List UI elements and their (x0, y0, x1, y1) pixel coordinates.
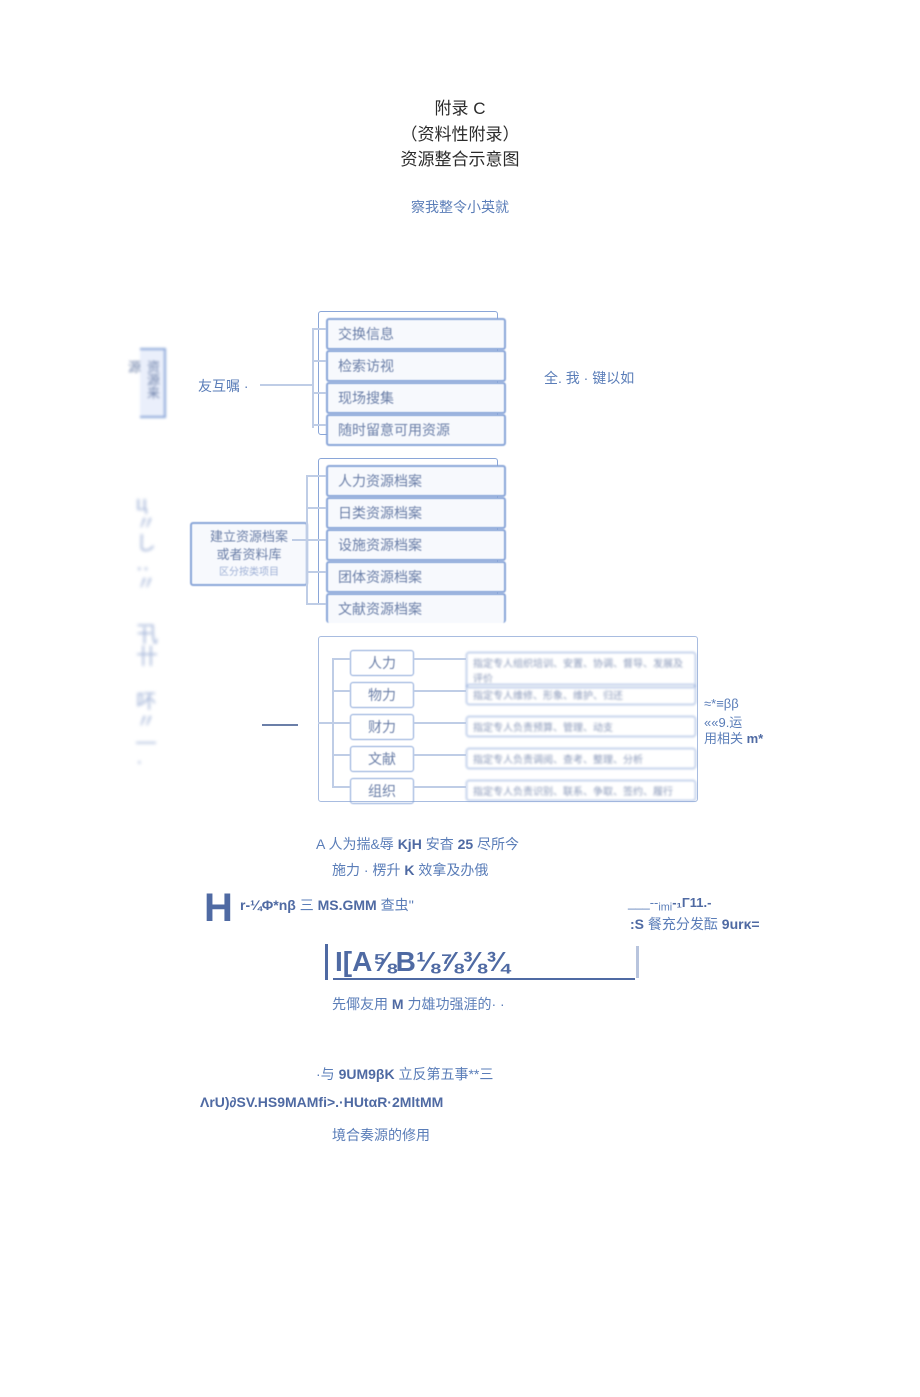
garble-line-7: ·与 9UM9βK 立反第五事**三 (316, 1064, 493, 1084)
sec1-h0 (312, 328, 326, 330)
g5c: 9urκ= (722, 916, 760, 932)
s3hR0 (414, 658, 466, 660)
title-line-1: 附录 C (0, 96, 920, 122)
top-caption: 察我整令小英就 (0, 197, 920, 217)
frac-left-bar (325, 944, 328, 980)
section2-root-label: 建立资源档案或者资料库 (210, 529, 288, 562)
sec3-inner-3: 文献 (350, 746, 414, 772)
sec3-desc-1: 指定专人维修、形象、维护、归还 (466, 684, 696, 705)
deco-2a: ц〃し‥〃 (136, 494, 156, 594)
g7a: ·与 (316, 1066, 339, 1082)
footer-caption: 境合奏源的修用 (332, 1125, 430, 1145)
sec2-h0 (306, 475, 326, 477)
frac-underline (333, 978, 635, 980)
g4a: ___-- (628, 895, 658, 910)
garble-line-5: :S 餐充分发酝 9urκ= (630, 914, 760, 934)
g1a: A 人为揣&辱 (316, 836, 398, 852)
sec1-h3 (312, 424, 326, 426)
g5a: :S (630, 916, 644, 932)
sec3-root-line (262, 724, 298, 726)
garble-line-1: A 人为揣&辱 KjH 安杳 25 尽所今 (316, 834, 519, 854)
s3hL3 (332, 754, 350, 756)
sec3-desc-3: 指定专人负责调阅、查考、整理、分析 (466, 748, 696, 769)
sec3-inner-2: 财力 (350, 714, 414, 740)
g4c: -₁Γ11.- (672, 895, 711, 910)
frac-right-cap (636, 946, 639, 978)
sec3-desc-0: 指定专人组织培训、安置、协调、督导、发展及评价 (466, 652, 696, 688)
garble-line-3: r-¼Φ*nβ 三 MS.GMM 查虫'' (240, 895, 414, 915)
sec3-right-3: 用相关 m* (704, 728, 763, 747)
g1c: 安杳 (422, 836, 458, 852)
sec1-item-0: 交换信息 (326, 318, 506, 350)
sec3-desc-2: 指定专人负责预算、管理、动支 (466, 716, 696, 737)
sec1-item-3: 随时留意可用资源 (326, 414, 506, 446)
sec2-item-4: 文献资源档案 (326, 593, 506, 623)
section1-root-tab: 资源来源 (140, 348, 166, 418)
g2b: K (404, 862, 414, 878)
s3hL4 (332, 786, 350, 788)
s3hR1 (414, 690, 466, 692)
g1d: 25 (458, 836, 474, 852)
garble-line-4: ___--imi-₁Γ11.- (628, 895, 711, 914)
s3hL0 (332, 658, 350, 660)
g6a: 先倻友用 (332, 996, 392, 1012)
sec2-item-1: 日类资源档案 (326, 497, 506, 529)
deco-3b: 吥〃—· (136, 692, 156, 772)
s3hL1 (332, 690, 350, 692)
title-line-3: 资源整合示意图 (0, 147, 920, 173)
section1-right-note: 全. 我 · 键以如 (544, 368, 634, 388)
s3hR2 (414, 722, 466, 724)
sec2-h1 (306, 507, 326, 509)
sec2-h2 (292, 539, 326, 541)
g5b: 餐充分发酝 (644, 916, 722, 932)
garble-line-2: 施力 · 楞升 K 效拿及办俄 (332, 860, 488, 880)
fraction-text: I[A⅝B⅛⅞⅜¾ (335, 946, 509, 978)
sec2-item-2: 设施资源档案 (326, 529, 506, 561)
section1-side-label: 友互嘱 · (198, 376, 249, 396)
appendix-title: 附录 C （资料性附录） 资源整合示意图 (0, 96, 920, 173)
garble-line-6: 先倻友用 M 力雄功强涯的· · (332, 994, 505, 1014)
sec3-inner-4: 组织 (350, 778, 414, 804)
sec1-item-2: 现场搜集 (326, 382, 506, 414)
g4b: imi (658, 902, 672, 914)
title-line-2: （资料性附录） (0, 122, 920, 148)
sec2-item-3: 团体资源档案 (326, 561, 506, 593)
section2-root-sub: 区分按类项目 (202, 566, 296, 580)
sec2-h4 (306, 603, 326, 605)
sec3-inner-1: 物力 (350, 682, 414, 708)
sec1-connector-v (312, 328, 314, 428)
s3hR4 (414, 786, 466, 788)
sec2-h3 (306, 571, 326, 573)
sec3-desc-4: 指定专人负责识别、联系、争取、签约、履行 (466, 780, 696, 801)
g1b: KjH (398, 836, 422, 852)
sec1-h1 (312, 360, 326, 362)
g2c: 效拿及办俄 (414, 862, 488, 878)
sec1-h2 (312, 392, 326, 394)
g2a: 施力 · 楞升 (332, 862, 404, 878)
big-h-glyph: H (204, 886, 233, 931)
sec1-item-1: 检索访视 (326, 350, 506, 382)
sec1-root-h (260, 384, 312, 386)
section2-root-box: 建立资源档案或者资料库 区分按类项目 (190, 522, 308, 586)
fraction-box: I[A⅝B⅛⅞⅜¾ (325, 944, 639, 980)
deco-3a: 卂卄 (136, 624, 158, 668)
s3hL2 (318, 722, 350, 724)
garble-line-8: ΛrU)∂SV.HS9MAMfi>.·HUtαR·2MltMM (200, 1094, 443, 1110)
g6c: 力雄功强涯的· · (404, 996, 505, 1012)
sec3-inner-0: 人力 (350, 650, 414, 676)
sec2-item-0: 人力资源档案 (326, 465, 506, 497)
sec3-right-1: ≈*≡ββ (704, 696, 739, 711)
s3hR3 (414, 754, 466, 756)
g7b: 9UM9βK (339, 1066, 395, 1082)
g6b: M (392, 996, 404, 1012)
g7c: 立反第五事**三 (395, 1066, 494, 1082)
g1e: 尽所今 (473, 836, 519, 852)
